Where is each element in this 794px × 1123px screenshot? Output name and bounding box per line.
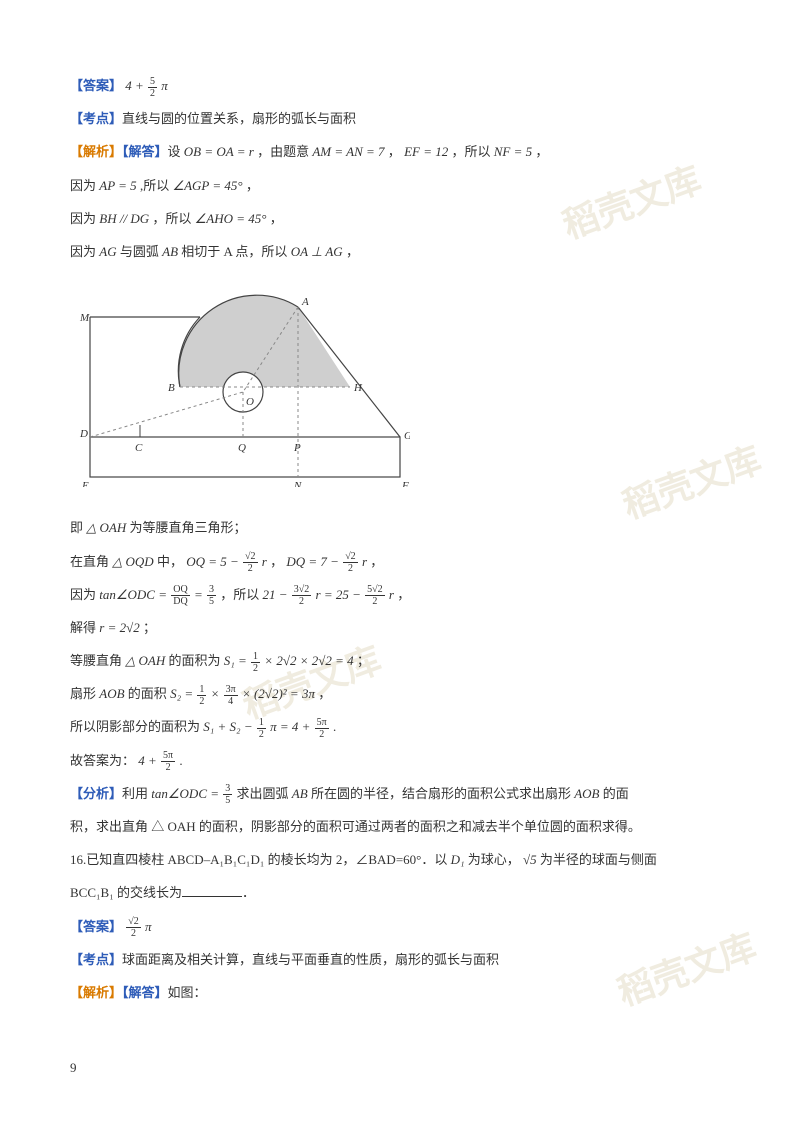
fill-blank (182, 886, 242, 898)
svg-text:F: F (401, 480, 409, 487)
analysis-line: 积，求出直角 △ OAH 的面积，阴影部分的面积可通过两者的面积之和减去半个单位… (70, 811, 724, 842)
solution-line: 因为 AG 与圆弧 AB 相切于 A 点，所以 OA ⊥ AG ， (70, 236, 724, 267)
svg-text:D: D (79, 428, 88, 440)
answer-label: 【答案】 (70, 919, 122, 934)
topic-text: 直线与圆的位置关系，扇形的弧长与面积 (122, 111, 356, 126)
topic-label: 【考点】 (70, 111, 122, 126)
svg-text:C: C (135, 442, 143, 454)
svg-text:Q: Q (238, 442, 246, 454)
solution-line: 因为 AP = 5 ,所以 ∠AGP = 45° ， (70, 170, 724, 201)
solution-line: 扇形 AOB 的面积 S₂ = 12 × 3π4 × (2√2)² = 3π ， (70, 678, 724, 709)
solution-line: 因为 tan∠ODC = OQDQ = 35 ，所以 21 − 3√22 r =… (70, 579, 724, 610)
svg-text:M: M (79, 312, 90, 324)
answer-line-2: 【答案】 √22 π (70, 911, 724, 942)
solution-line: 故答案为： 4 + 5π2 . (70, 745, 724, 776)
solve-label: 【解答】 (122, 985, 168, 1000)
solution-line: 等腰直角 △ OAH 的面积为 S₁ = 12 × 2√2 × 2√2 = 4 … (70, 645, 724, 676)
answer-line-1: 【答案】 4 + 52 π (70, 70, 724, 101)
svg-text:P: P (293, 442, 301, 454)
question-16: 16.已知直四棱柱 ABCD–A₁B₁C₁D₁ 的棱长均为 2，∠BAD=60°… (70, 844, 724, 875)
solution-line: 【解析】【解答】如图： (70, 977, 724, 1008)
svg-text:B: B (168, 382, 175, 394)
svg-text:E: E (81, 480, 89, 487)
answer-value: √22 π (125, 919, 151, 934)
topic-line-1: 【考点】直线与圆的位置关系，扇形的弧长与面积 (70, 103, 724, 134)
geometry-figure: M A B H O D C Q P G E N F (70, 277, 724, 498)
page-number: 9 (70, 1052, 77, 1083)
answer-value: 4 + 52 π (125, 78, 168, 93)
solution-line: 因为 BH // DG ，所以 ∠AHO = 45° ， (70, 203, 724, 234)
text: π (158, 78, 168, 93)
explain-label: 【解析】 (70, 985, 122, 1000)
solution-line: 所以阴影部分的面积为 S₁ + S₂ − 12 π = 4 + 5π2 . (70, 711, 724, 742)
text: 4 + (125, 78, 147, 93)
svg-text:O: O (246, 396, 254, 408)
analysis-label: 【分析】 (70, 786, 122, 801)
solve-label: 【解答】 (122, 144, 168, 159)
answer-label: 【答案】 (70, 78, 122, 93)
page-content: 【答案】 4 + 52 π 【考点】直线与圆的位置关系，扇形的弧长与面积 【解析… (70, 70, 724, 1008)
solution-line: 即 △ OAH 为等腰直角三角形； (70, 512, 724, 543)
svg-text:N: N (293, 480, 302, 487)
analysis-line: 【分析】利用 tan∠ODC = 35 求出圆弧 AB 所在圆的半径，结合扇形的… (70, 778, 724, 809)
question-16-cont: BCC₁B₁ 的交线长为． (70, 877, 724, 908)
topic-text: 球面距离及相关计算，直线与平面垂直的性质，扇形的弧长与面积 (122, 952, 499, 967)
solution-line: 【解析】【解答】设 OB = OA = r ，由题意 AM = AN = 7 ，… (70, 136, 724, 167)
solution-line: 解得 r = 2√2 ； (70, 612, 724, 643)
solution-line: 在直角 △ OQD 中， OQ = 5 − √22 r ， DQ = 7 − √… (70, 546, 724, 577)
explain-label: 【解析】 (70, 144, 122, 159)
svg-text:H: H (353, 382, 363, 394)
svg-text:A: A (301, 296, 309, 308)
topic-line-2: 【考点】球面距离及相关计算，直线与平面垂直的性质，扇形的弧长与面积 (70, 944, 724, 975)
svg-text:G: G (404, 430, 410, 442)
topic-label: 【考点】 (70, 952, 122, 967)
